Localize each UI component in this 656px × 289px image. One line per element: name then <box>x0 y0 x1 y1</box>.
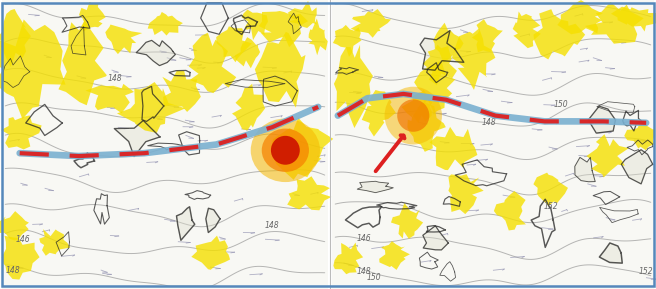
Polygon shape <box>58 20 107 105</box>
Polygon shape <box>494 191 526 230</box>
Polygon shape <box>114 121 160 157</box>
Polygon shape <box>621 150 653 184</box>
Polygon shape <box>625 121 655 150</box>
Polygon shape <box>255 32 306 108</box>
Text: 146: 146 <box>16 235 30 244</box>
Polygon shape <box>189 33 236 93</box>
Polygon shape <box>0 211 29 240</box>
Polygon shape <box>288 1 318 28</box>
Polygon shape <box>533 9 585 60</box>
Polygon shape <box>452 28 495 90</box>
Polygon shape <box>351 9 391 38</box>
Polygon shape <box>2 236 39 279</box>
Polygon shape <box>575 157 595 182</box>
Polygon shape <box>585 2 644 44</box>
Text: 148: 148 <box>357 266 371 276</box>
Text: 150: 150 <box>367 273 381 282</box>
Text: 152: 152 <box>639 266 653 276</box>
Polygon shape <box>588 106 615 133</box>
Polygon shape <box>1 115 41 149</box>
Polygon shape <box>241 10 268 40</box>
Bar <box>332 0 654 289</box>
Ellipse shape <box>398 99 430 132</box>
Polygon shape <box>430 127 478 170</box>
Polygon shape <box>176 207 195 240</box>
Polygon shape <box>287 176 331 210</box>
Polygon shape <box>288 13 301 34</box>
Polygon shape <box>379 241 410 270</box>
Polygon shape <box>611 7 656 32</box>
Polygon shape <box>333 242 363 274</box>
Polygon shape <box>148 12 183 36</box>
Ellipse shape <box>251 118 320 182</box>
Polygon shape <box>232 84 265 130</box>
Polygon shape <box>558 0 603 34</box>
Text: 148: 148 <box>482 118 496 127</box>
Polygon shape <box>334 45 373 128</box>
Polygon shape <box>433 23 464 63</box>
Text: 146: 146 <box>357 234 371 243</box>
Polygon shape <box>162 71 201 112</box>
Polygon shape <box>0 9 31 67</box>
Polygon shape <box>586 134 628 177</box>
Polygon shape <box>423 226 448 250</box>
Polygon shape <box>533 173 568 206</box>
Polygon shape <box>235 37 260 68</box>
Polygon shape <box>358 181 394 193</box>
Polygon shape <box>420 31 464 70</box>
Polygon shape <box>117 82 186 133</box>
Polygon shape <box>258 11 308 47</box>
Polygon shape <box>407 103 446 152</box>
Polygon shape <box>391 203 423 239</box>
Polygon shape <box>600 243 623 263</box>
Text: 148: 148 <box>6 266 20 275</box>
Polygon shape <box>422 45 457 85</box>
Bar <box>2 0 328 289</box>
Polygon shape <box>206 208 220 233</box>
Polygon shape <box>472 19 503 52</box>
Polygon shape <box>449 174 483 214</box>
Polygon shape <box>79 2 106 32</box>
Polygon shape <box>216 26 252 62</box>
Polygon shape <box>513 12 541 48</box>
Polygon shape <box>361 90 396 136</box>
Ellipse shape <box>262 129 309 172</box>
Polygon shape <box>414 62 455 113</box>
Polygon shape <box>271 118 333 180</box>
Polygon shape <box>0 19 66 119</box>
Polygon shape <box>401 90 432 123</box>
Polygon shape <box>192 236 230 270</box>
Text: 148: 148 <box>265 221 279 230</box>
Polygon shape <box>105 25 142 54</box>
Polygon shape <box>39 229 70 256</box>
Polygon shape <box>136 40 175 66</box>
Ellipse shape <box>271 136 300 165</box>
Text: 150: 150 <box>554 99 568 109</box>
Polygon shape <box>308 18 328 55</box>
Text: 152: 152 <box>544 202 558 211</box>
Polygon shape <box>333 25 361 57</box>
Text: 148: 148 <box>108 73 122 83</box>
Ellipse shape <box>384 87 442 144</box>
Polygon shape <box>85 84 134 113</box>
